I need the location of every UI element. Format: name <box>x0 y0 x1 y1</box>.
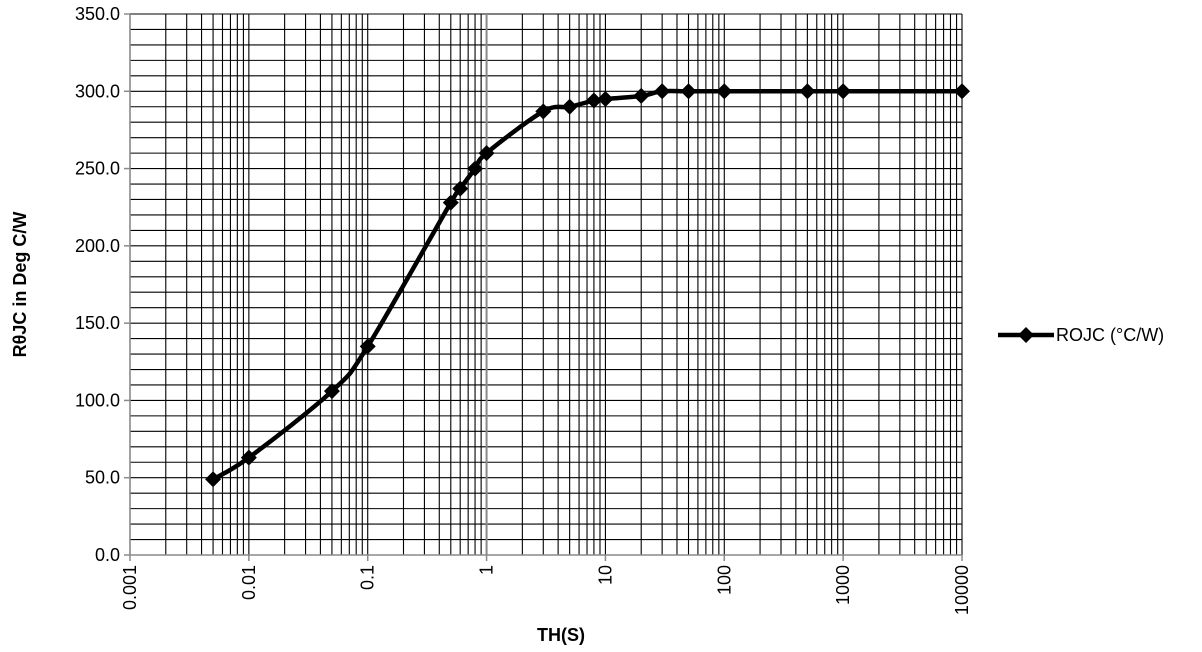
x-tick-label: 0.01 <box>239 565 259 600</box>
axes <box>124 13 963 561</box>
data-point <box>716 83 733 100</box>
x-tick-label: 1000 <box>833 565 853 605</box>
x-tick-label: 10 <box>595 565 615 585</box>
y-tick-label: 0.0 <box>95 545 120 565</box>
data-point <box>205 471 222 488</box>
y-tick-label: 200.0 <box>75 236 120 256</box>
data-point <box>323 383 340 400</box>
data-point <box>654 83 671 100</box>
x-tick-label: 1 <box>477 565 497 575</box>
x-tick-label: 0.001 <box>120 565 140 610</box>
x-tick-labels: 0.001 0.01 0.1 1 10 100 1000 10000 <box>120 565 972 615</box>
x-tick-label: 0.1 <box>358 565 378 590</box>
x-tick-label: 100 <box>714 565 734 595</box>
y-tick-label: 150.0 <box>75 313 120 333</box>
y-tick-label: 50.0 <box>85 468 120 488</box>
data-point <box>835 83 852 100</box>
legend-label: ROJC (°C/W) <box>1056 325 1164 345</box>
data-point <box>240 449 257 466</box>
data-point <box>535 103 552 120</box>
y-tick-label: 100.0 <box>75 390 120 410</box>
data-point <box>633 87 650 104</box>
data-point <box>597 91 614 108</box>
data-point <box>561 98 578 115</box>
grid <box>129 13 963 556</box>
data-point <box>954 83 970 100</box>
y-tick-labels: 0.0 50.0 100.0 150.0 200.0 250.0 300.0 350.0 <box>75 4 120 565</box>
y-tick-label: 350.0 <box>75 4 120 24</box>
data-point <box>585 92 602 109</box>
data-point <box>452 180 469 197</box>
data-point <box>799 83 816 100</box>
x-tick-label: 10000 <box>952 565 972 615</box>
legend-marker <box>1018 327 1034 343</box>
y-tick-label: 250.0 <box>75 159 120 179</box>
legend: ROJC (°C/W) <box>998 325 1164 345</box>
data-point <box>680 83 697 100</box>
y-tick-label: 300.0 <box>75 81 120 101</box>
data-point <box>478 145 495 162</box>
data-point <box>442 194 459 211</box>
y-axis-title: RθJC in Deg C/W <box>10 212 30 358</box>
data-point <box>467 160 484 177</box>
data-point <box>359 338 376 355</box>
series-layer <box>205 83 970 488</box>
x-axis-title: TH(S) <box>537 625 585 645</box>
